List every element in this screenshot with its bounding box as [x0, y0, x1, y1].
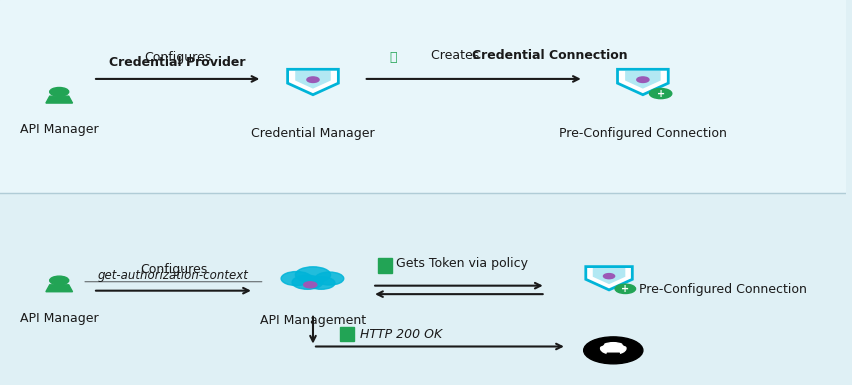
Circle shape [601, 343, 626, 354]
Text: HTTP 200 OK: HTTP 200 OK [360, 328, 441, 341]
Text: Credential Provider: Credential Provider [109, 56, 246, 69]
Text: Configures: Configures [140, 263, 207, 276]
Text: Gets Token via policy: Gets Token via policy [396, 257, 528, 270]
Bar [0, 0, 846, 192]
Text: Credential Manager: Credential Manager [251, 127, 375, 140]
Polygon shape [618, 69, 668, 95]
Polygon shape [593, 268, 625, 284]
Text: +: + [621, 284, 630, 294]
Circle shape [623, 341, 633, 346]
Circle shape [593, 341, 603, 346]
Bar [340, 327, 354, 341]
Polygon shape [288, 69, 338, 95]
Circle shape [649, 89, 672, 99]
Circle shape [281, 271, 312, 286]
Polygon shape [607, 353, 619, 362]
Text: get-authorization-context: get-authorization-context [98, 269, 249, 282]
Text: API Management: API Management [260, 314, 366, 327]
Circle shape [315, 272, 343, 285]
Text: API Manager: API Manager [20, 312, 99, 325]
Text: +: + [657, 89, 665, 99]
Text: API Manager: API Manager [20, 123, 99, 136]
Circle shape [303, 282, 317, 288]
Polygon shape [625, 71, 660, 89]
Circle shape [307, 77, 319, 82]
Circle shape [49, 276, 69, 285]
Bar [0, 192, 846, 385]
Text: Credential Connection: Credential Connection [472, 49, 628, 62]
Text: Pre-Configured Connection: Pre-Configured Connection [559, 127, 727, 140]
Polygon shape [46, 96, 72, 103]
Circle shape [584, 337, 643, 364]
Circle shape [296, 267, 331, 283]
Text: Pre-Configured Connection: Pre-Configured Connection [639, 283, 807, 296]
Polygon shape [46, 285, 72, 292]
Circle shape [603, 274, 614, 279]
Polygon shape [296, 71, 331, 89]
Bar [378, 258, 392, 273]
Polygon shape [586, 266, 632, 290]
Text: Configures: Configures [144, 50, 211, 64]
Text: Creates: Creates [423, 49, 483, 62]
Circle shape [615, 284, 636, 293]
Circle shape [49, 87, 69, 96]
Circle shape [292, 275, 323, 289]
Circle shape [636, 77, 649, 82]
Circle shape [308, 277, 335, 289]
Text: 🔗: 🔗 [389, 50, 397, 64]
